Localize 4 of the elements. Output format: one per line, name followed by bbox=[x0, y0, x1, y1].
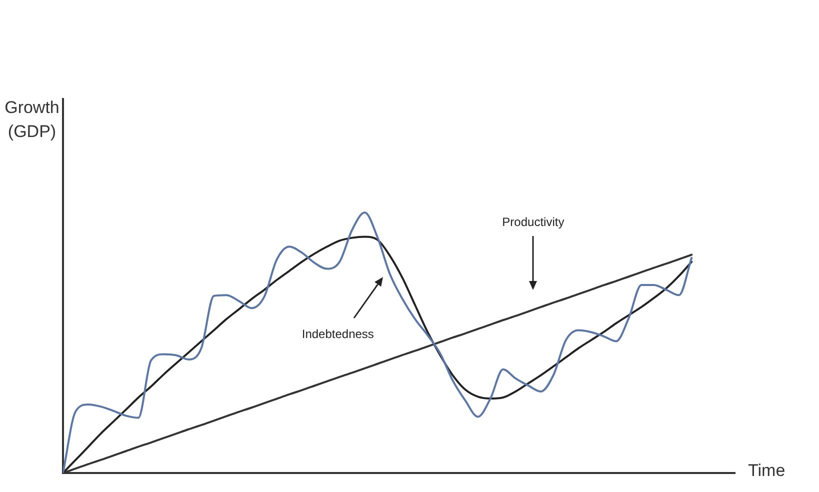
annotation: Indebtedness bbox=[302, 327, 374, 342]
x-axis-title: Time bbox=[748, 461, 786, 481]
y-axis-title: Growth (GDP) bbox=[4, 97, 60, 143]
annotation: Productivity bbox=[502, 214, 564, 229]
